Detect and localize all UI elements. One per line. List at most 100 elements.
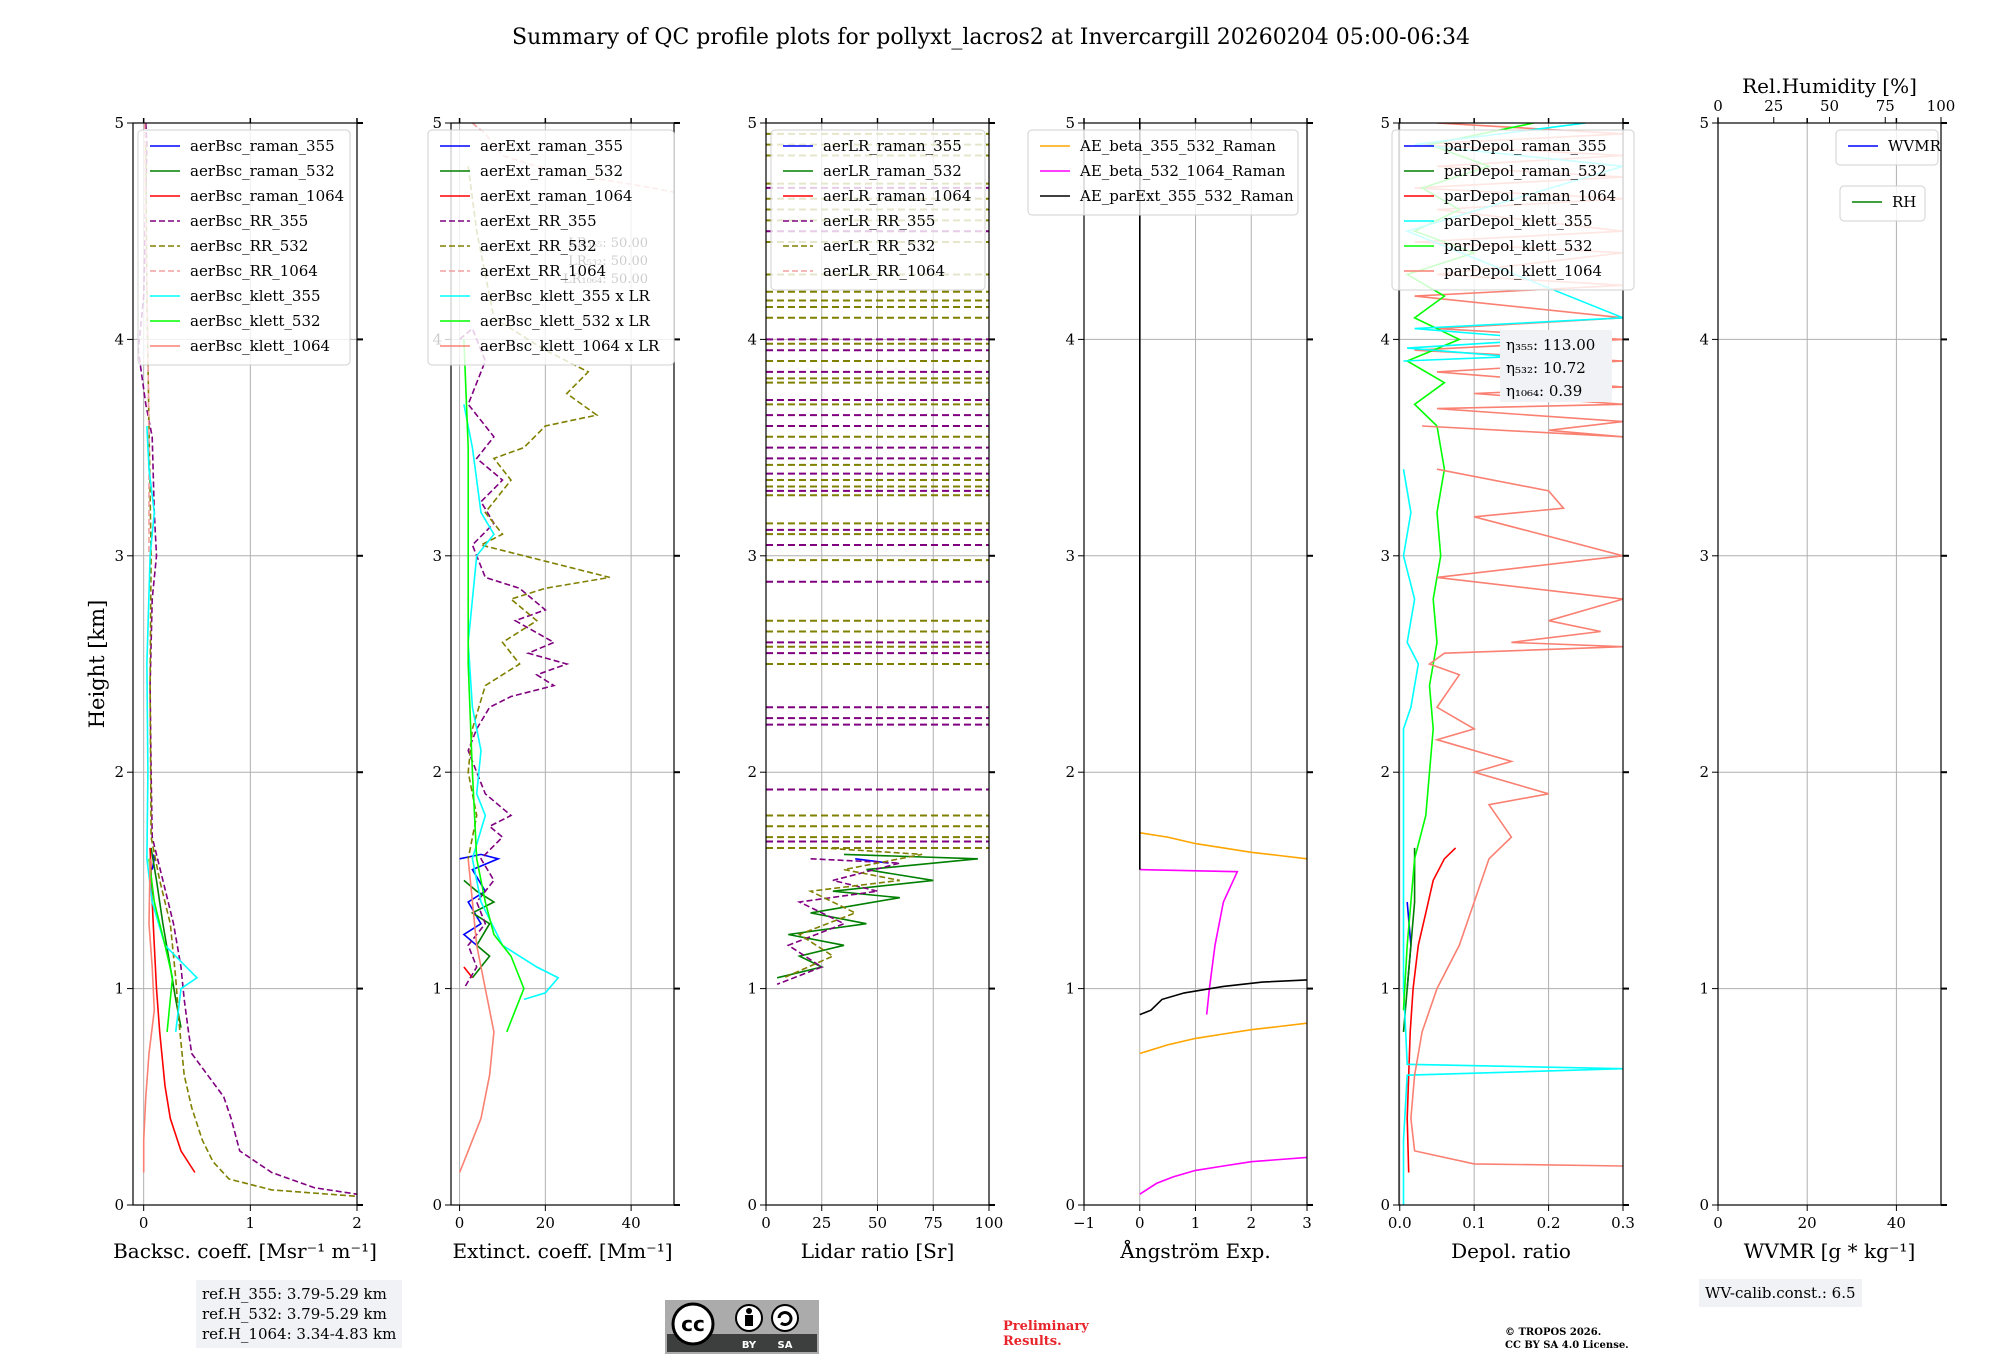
y-axis-label: Height [km] [85,600,109,729]
legend-label: aerLR_raman_355 [823,137,962,155]
x-tick-label: 40 [1887,1214,1906,1232]
legend-angstrom: AE_beta_355_532_Raman AE_beta_532_1064_Ra… [1027,129,1299,216]
x-tick-label: 40 [622,1214,641,1232]
cc-sa-label: SA [778,1340,793,1351]
series-aerBsc_raman_355 [151,854,156,870]
series-aerBsc_klett_1064 [142,858,156,1173]
series-parDepol_raman_532 [1402,847,1416,1032]
legend-box [1027,129,1299,216]
y-tick-label: 3 [1380,547,1390,565]
panel-backscatter: 0 1 2 0 1 2 3 4 5 Backsc. coeff. [Msr⁻¹ m⁻¹] Heigh… [85,114,377,1263]
top-x-axis-label: Rel.Humidity [%] [1742,74,1917,98]
legend-label: aerExt_raman_1064 [480,187,633,205]
y-tick-label: 2 [1380,763,1390,781]
preliminary-notice: Preliminary Results. [1003,1319,1089,1349]
x-tick-label: 0 [139,1214,149,1232]
x-tick-label: 3 [1302,1214,1312,1232]
y-tick-label: 3 [114,547,124,565]
y-tick-label: 3 [1699,547,1709,565]
axes-frame [1398,122,1624,1206]
legend-backscatter: aerBsc_raman_355 aerBsc_raman_532 aerBsc_r… [137,129,351,366]
x-tick-label: 2 [1246,1214,1256,1232]
legend-label: aerBsc_raman_355 [190,137,335,155]
series-aerBsc_raman_532 [150,847,182,1028]
y-tick-label: 5 [747,114,757,132]
legend-box [1835,129,1939,166]
y-tick-label: 4 [1065,330,1075,348]
legend-box [1839,185,1926,222]
legend-label: aerLR_RR_532 [823,237,935,255]
x-axis-label: Depol. ratio [1451,1239,1571,1263]
legend-lidar_ratio: aerLR_raman_355 aerLR_raman_532 aerLR_rama… [770,129,986,291]
legend-label: aerBsc_klett_1064 [190,337,330,355]
legend-label: parDepol_klett_1064 [1444,262,1602,280]
y-tick-label: 5 [1065,114,1075,132]
x-tick-label: 0.2 [1537,1214,1561,1232]
series-aerExt_RR_532 [467,166,610,859]
legend-label: aerLR_raman_532 [823,162,962,180]
series-AE_beta_355_532_Raman [1139,1022,1307,1055]
top-x-tick-label: 50 [1820,97,1839,115]
y-tick-label: 4 [747,330,757,348]
x-axis-label: WVMR [g * kg⁻¹] [1744,1239,1916,1263]
series-aerBsc_klett_355 [146,425,199,1032]
y-tick-label: 5 [114,114,124,132]
legend-label: aerBsc_klett_532 x LR [480,312,651,330]
wv-calib-text: WV-calib.const.: 6.5 [1705,1284,1856,1302]
legend-label: aerExt_raman_355 [480,137,623,155]
y-tick-label: 0 [432,1196,442,1214]
copyright-notice: © TROPOS 2026. CC BY SA 4.0 License. [1505,1326,1629,1352]
legend-label: parDepol_raman_355 [1444,137,1607,155]
x-tick-label: 50 [868,1214,887,1232]
axes-frame [450,122,675,1206]
y-tick-label: 1 [432,980,442,998]
y-tick-label: 0 [114,1196,124,1214]
y-tick-label: 2 [114,763,124,781]
top-x-tick-label: 75 [1876,97,1895,115]
x-tick-label: 20 [1798,1214,1817,1232]
legend-label: AE_parExt_355_532_Raman [1079,187,1294,205]
panel-lidar_ratio: 0 25 50 75 100 0 1 2 3 4 5 Lidar ratio [Sr] aerLR_ra… [747,114,1003,1263]
top-x-tick-label: 25 [1764,97,1783,115]
legend-label: aerLR_RR_355 [823,212,935,230]
series-aerExt_RR_355 [459,327,570,990]
x-tick-label: 100 [975,1214,1004,1232]
y-tick-label: 3 [747,547,757,565]
legend-label: aerLR_raman_1064 [823,187,971,205]
legend-label: aerBsc_klett_1064 x LR [480,337,660,355]
eta-line: η₃₅₅: 113.00 [1506,336,1595,354]
x-tick-label: 1 [246,1214,256,1232]
eta-box-bg [1500,330,1612,402]
legend-label: aerBsc_RR_355 [190,212,308,230]
x-tick-label: 1 [1191,1214,1201,1232]
legend-label: aerExt_RR_1064 [480,262,606,280]
axes-frame [1717,122,1942,1206]
y-tick-label: 0 [747,1196,757,1214]
series-aerBsc_klett_355 x LR [463,404,560,1001]
series-parDepol_klett_355 [1402,469,1623,1205]
series-AE_parExt_355_532_Raman [1139,979,1307,1016]
eta-line: η₁₀₆₄: 0.39 [1506,382,1582,400]
y-tick-label: 1 [114,980,124,998]
legend-label: RH [1892,193,1916,211]
series-aerBsc_klett_532 x LR [463,339,525,1033]
ref-height-1064: ref.H_1064: 3.34-4.83 km [202,1325,397,1343]
backscatter-ref-height-box: ref.H_355: 3.79-5.29 km ref.H_532: 3.79-… [196,1280,403,1348]
x-tick-label: 0.3 [1611,1214,1635,1232]
legend-label: aerBsc_raman_532 [190,162,335,180]
legend-box [427,129,675,366]
series-aerBsc_klett_1064 x LR [458,858,495,1173]
series-AE_beta_532_1064_Raman [1139,1156,1307,1195]
legend-label: AE_beta_355_532_Raman [1079,137,1276,155]
y-tick-label: 4 [114,330,124,348]
y-tick-label: 4 [1699,330,1709,348]
panel-depol: 0.0 0.1 0.2 0.3 0 1 2 3 4 5 Depol. ratio parDepol_r… [1380,114,1634,1263]
y-tick-label: 4 [1380,330,1390,348]
legend-label: parDepol_klett_532 [1444,237,1593,255]
series-parDepol_klett_1064 [1410,468,1623,1167]
legend-label: aerBsc_klett_355 [190,287,321,305]
y-tick-label: 5 [1699,114,1709,132]
y-tick-label: 5 [1380,114,1390,132]
y-tick-label: 1 [1380,980,1390,998]
